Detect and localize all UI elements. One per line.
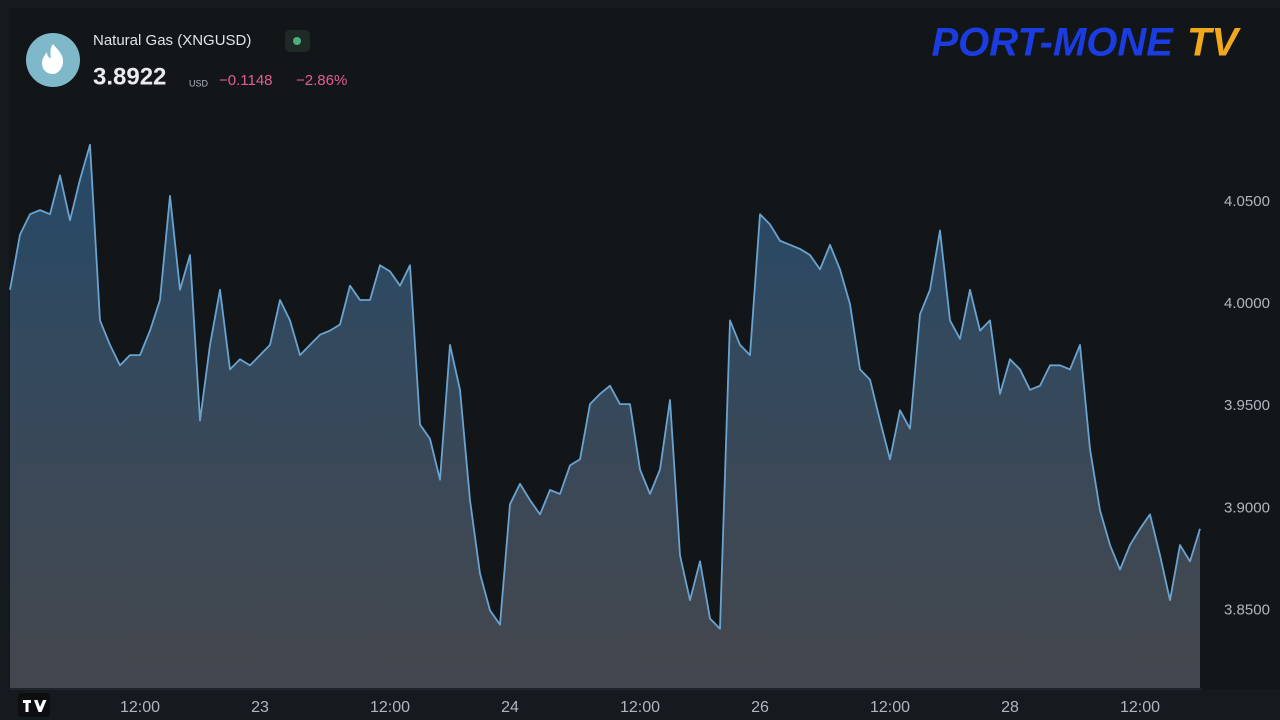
y-tick-label: 3.9000 bbox=[1224, 499, 1270, 516]
symbol-title: Natural Gas (XNGUSD) bbox=[93, 32, 251, 49]
tv-logo bbox=[23, 700, 47, 712]
market-open-dot bbox=[293, 37, 301, 45]
y-tick-label: 3.8500 bbox=[1224, 601, 1270, 618]
x-tick-label: 24 bbox=[501, 699, 519, 716]
area-fill bbox=[10, 144, 1200, 688]
x-tick-label: 28 bbox=[1001, 699, 1019, 716]
x-tick-label: 12:00 bbox=[620, 699, 660, 716]
price-change: −0.1148 bbox=[219, 72, 273, 89]
x-tick-label: 12:00 bbox=[1120, 699, 1160, 716]
x-tick-label: 12:00 bbox=[120, 699, 160, 716]
price: 3.8922 bbox=[93, 63, 166, 90]
price-change-percent: −2.86% bbox=[296, 72, 347, 89]
y-tick-label: 4.0000 bbox=[1224, 295, 1270, 312]
brand-name: PORT-MONE bbox=[931, 21, 1174, 65]
x-tick-label: 12:00 bbox=[370, 699, 410, 716]
currency: USD bbox=[189, 78, 209, 88]
y-tick-label: 4.0500 bbox=[1224, 193, 1270, 210]
y-tick-label: 3.9500 bbox=[1224, 397, 1270, 414]
plot-area bbox=[9, 143, 1201, 688]
x-tick-label: 23 bbox=[251, 699, 269, 716]
tv-logo-bg bbox=[18, 693, 50, 717]
price-line bbox=[9, 143, 1201, 630]
flame-icon bbox=[42, 44, 64, 74]
x-tick-label: 26 bbox=[751, 699, 769, 716]
x-tick-label: 12:00 bbox=[870, 699, 910, 716]
brand-suffix: TV bbox=[1187, 21, 1241, 65]
